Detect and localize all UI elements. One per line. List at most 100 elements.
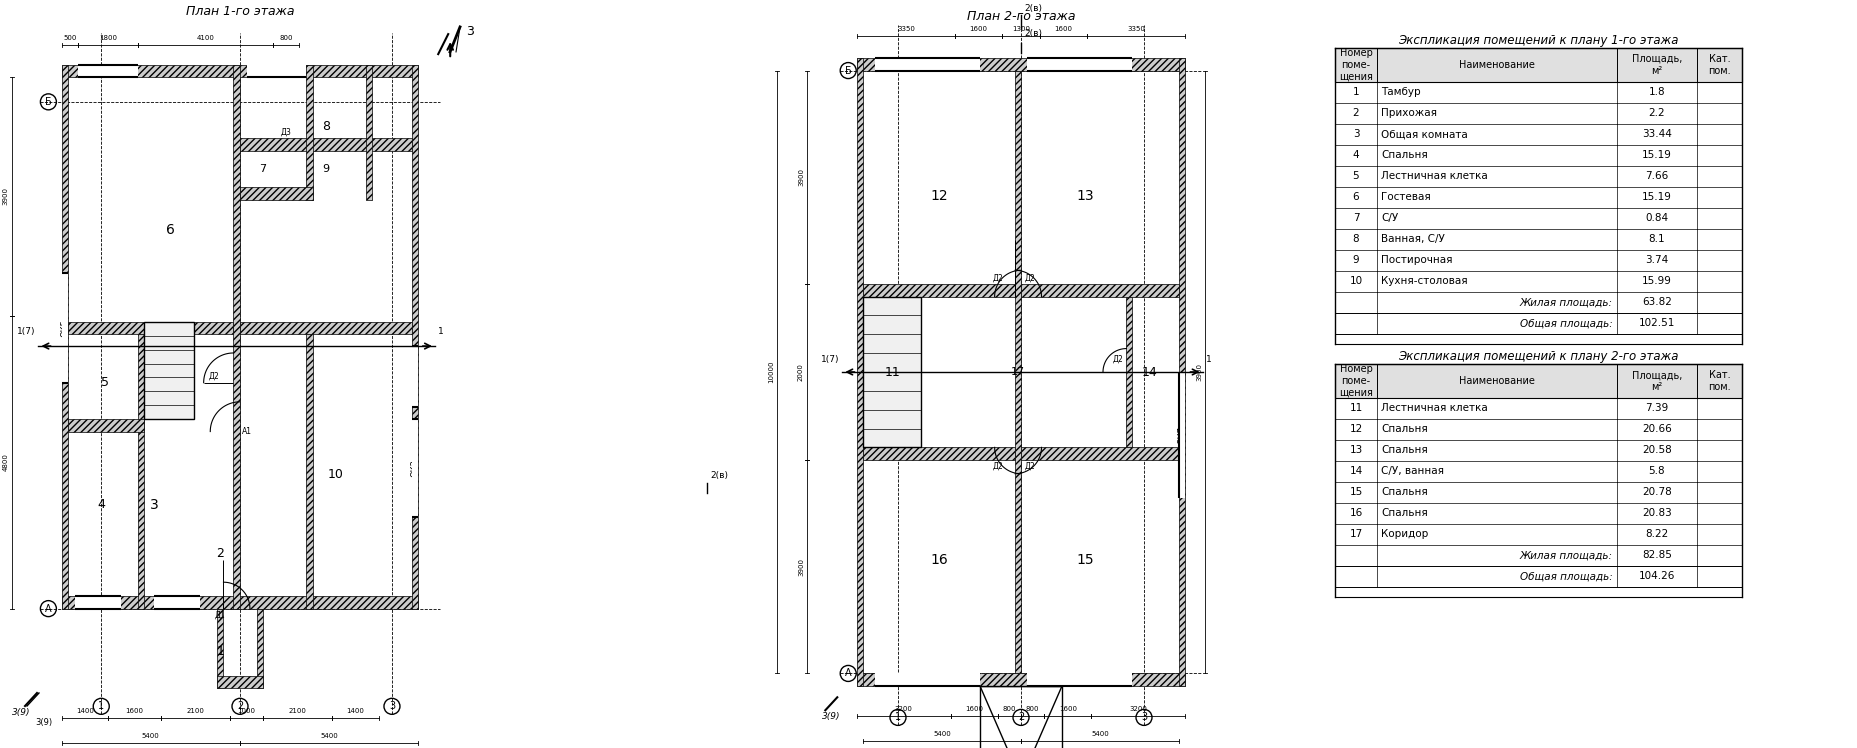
Bar [875, 58, 979, 70]
Text: ОК6: ОК6 [1070, 60, 1088, 69]
Text: 20.83: 20.83 [1642, 508, 1671, 518]
Text: План 1-го этажа: План 1-го этажа [186, 5, 293, 18]
Bar [69, 420, 145, 432]
Text: 20.58: 20.58 [1642, 445, 1671, 456]
Text: Площадь,
м²: Площадь, м² [1630, 370, 1681, 392]
Bar [856, 58, 862, 686]
Bar [69, 322, 234, 334]
Bar [1021, 447, 1179, 460]
Text: 2.2: 2.2 [1647, 108, 1664, 118]
Text: 1600: 1600 [124, 708, 143, 714]
Bar [862, 297, 921, 447]
Text: Коридор: Коридор [1380, 529, 1428, 539]
Text: 15.19: 15.19 [1642, 192, 1671, 202]
Text: Тамбур: Тамбур [1380, 87, 1421, 97]
Text: Лестничная клетка: Лестничная клетка [1380, 403, 1487, 413]
Bar [61, 65, 418, 78]
Text: 1(7): 1(7) [821, 355, 839, 364]
Text: 3200: 3200 [1129, 706, 1146, 712]
Text: 6: 6 [165, 223, 175, 237]
Text: 7.66: 7.66 [1645, 171, 1668, 181]
Text: 7: 7 [260, 164, 267, 174]
Text: Б: Б [45, 96, 52, 107]
Bar [875, 673, 979, 686]
Text: 3: 3 [388, 702, 396, 711]
Text: 2: 2 [236, 702, 243, 711]
Text: 1(7): 1(7) [17, 327, 35, 336]
Text: Экспликация помещений к плану 1-го этажа: Экспликация помещений к плану 1-го этажа [1398, 34, 1679, 47]
Text: 800: 800 [279, 35, 293, 41]
Text: 8: 8 [1352, 234, 1359, 244]
Text: ОК5: ОК5 [61, 319, 69, 337]
Text: 7.39: 7.39 [1645, 403, 1668, 413]
Text: С/У, ванная: С/У, ванная [1380, 466, 1443, 476]
Text: 8.1: 8.1 [1647, 234, 1664, 244]
Text: 8.22: 8.22 [1645, 529, 1668, 539]
Bar [137, 334, 145, 609]
Bar [412, 346, 418, 407]
Text: Спальня: Спальня [1380, 150, 1426, 160]
Text: 15: 15 [1348, 487, 1361, 497]
Text: 3350: 3350 [897, 26, 914, 32]
Text: Прихожая: Прихожая [1380, 108, 1435, 118]
Text: Жилая площадь:: Жилая площадь: [1519, 297, 1612, 307]
Bar [366, 65, 371, 200]
Bar [856, 673, 1185, 686]
Text: 1600: 1600 [1055, 26, 1071, 32]
Text: 20.66: 20.66 [1642, 424, 1671, 434]
Bar [1179, 58, 1185, 686]
Text: 2(в): 2(в) [1023, 29, 1042, 38]
Text: 1: 1 [895, 712, 901, 723]
Text: 9: 9 [1352, 255, 1359, 265]
Bar [412, 420, 418, 517]
Text: Спальня: Спальня [1380, 487, 1426, 497]
Bar [1027, 673, 1131, 686]
Bar [256, 609, 264, 688]
Bar [1179, 372, 1185, 497]
Text: Лестничная клетка: Лестничная клетка [1380, 171, 1487, 181]
Text: 14: 14 [1348, 466, 1361, 476]
Bar [1021, 284, 1179, 297]
Bar [1125, 297, 1131, 447]
Text: 4100: 4100 [197, 35, 214, 41]
Text: 5.8: 5.8 [1647, 466, 1664, 476]
Text: 1600: 1600 [964, 706, 982, 712]
Text: 3(9): 3(9) [821, 712, 839, 721]
Text: 1400: 1400 [76, 708, 93, 714]
Bar [1335, 364, 1742, 398]
Bar [240, 187, 312, 200]
Text: Постирочная: Постирочная [1380, 255, 1452, 265]
Text: 1600: 1600 [969, 26, 988, 32]
Text: 4800: 4800 [2, 453, 9, 471]
Text: 3: 3 [1140, 712, 1146, 723]
Bar [78, 65, 137, 78]
Text: 5400: 5400 [319, 733, 338, 739]
Bar [306, 65, 312, 200]
Text: 7: 7 [1352, 213, 1359, 223]
Text: Кат.
пом.: Кат. пом. [1707, 54, 1731, 76]
Text: 15.19: 15.19 [1642, 150, 1671, 160]
Bar [1027, 58, 1131, 70]
Bar [412, 65, 418, 609]
Text: 8: 8 [321, 120, 331, 132]
Text: ОК6.1: ОК6.1 [1066, 675, 1092, 684]
Text: Спальня: Спальня [1380, 445, 1426, 456]
Text: 4: 4 [97, 498, 106, 512]
Text: 3900: 3900 [797, 168, 804, 186]
Text: 1: 1 [438, 327, 444, 336]
Text: Д2: Д2 [1023, 462, 1034, 470]
Text: 3200: 3200 [895, 706, 912, 712]
Text: 3900: 3900 [1196, 363, 1201, 381]
Bar [145, 322, 193, 420]
Text: ОК2: ОК2 [410, 459, 420, 477]
Bar [240, 322, 412, 334]
Text: 63.82: 63.82 [1642, 297, 1671, 307]
Text: 5400: 5400 [141, 733, 160, 739]
Text: 10: 10 [327, 468, 344, 481]
Text: Ванная, С/У: Ванная, С/У [1380, 234, 1445, 244]
Text: 10000: 10000 [767, 361, 774, 383]
Text: 16: 16 [1348, 508, 1361, 518]
Text: 33.44: 33.44 [1642, 129, 1671, 139]
Text: Д2: Д2 [992, 273, 1003, 282]
Text: ОК6: ОК6 [917, 675, 936, 684]
